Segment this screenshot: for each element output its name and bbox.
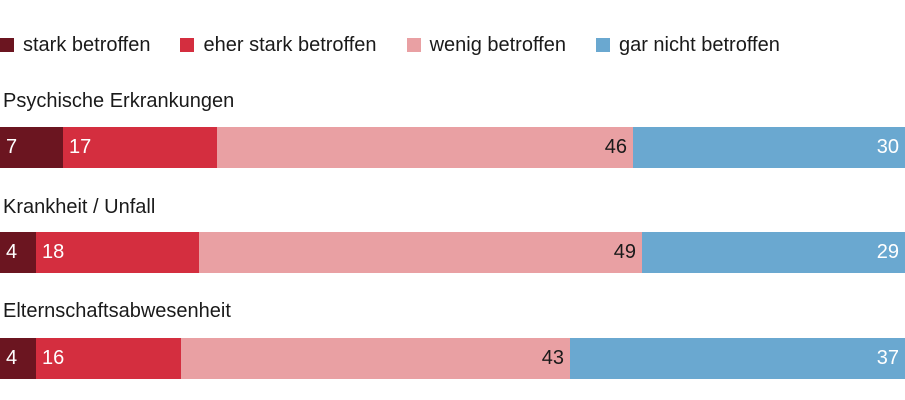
data-label: 43 <box>541 347 564 369</box>
bar-row: 4 18 49 29 <box>0 232 905 273</box>
bar-segment <box>36 232 199 273</box>
data-label: 17 <box>69 136 92 158</box>
legend-label: eher stark betroffen <box>203 34 377 56</box>
data-label: 18 <box>42 241 65 263</box>
data-label: 46 <box>604 136 627 158</box>
bar-segment <box>0 127 63 168</box>
legend-label: gar nicht betroffen <box>618 34 780 56</box>
legend-swatch <box>406 38 421 52</box>
bar-row: 7 17 46 30 <box>0 127 905 168</box>
category-label: Psychische Erkrankungen <box>3 90 235 112</box>
bar-segment <box>217 127 633 168</box>
category-label: Krankheit / Unfall <box>3 196 156 218</box>
legend: stark betroffen eher stark betroffen wenig… <box>0 33 810 57</box>
bar-segment <box>199 232 642 273</box>
bar-segment <box>181 338 570 379</box>
bar-segment <box>570 338 905 379</box>
legend-swatch <box>0 38 14 52</box>
legend-swatch <box>180 38 195 52</box>
legend-swatch <box>595 38 610 52</box>
bar-segment <box>36 338 181 379</box>
data-label: 49 <box>613 241 636 263</box>
legend-item: eher stark betroffen <box>180 33 377 57</box>
legend-label: wenig betroffen <box>429 34 566 56</box>
bar-segment <box>633 127 905 168</box>
data-label: 30 <box>876 136 899 158</box>
data-label: 37 <box>876 347 899 369</box>
bar-segment <box>642 232 905 273</box>
legend-label: stark betroffen <box>23 34 151 56</box>
legend-item: gar nicht betroffen <box>595 33 780 57</box>
data-label: 4 <box>6 347 18 369</box>
data-label: 16 <box>42 347 65 369</box>
bar-row: 4 16 43 37 <box>0 338 905 379</box>
bar-segment <box>0 232 36 273</box>
bar-segment <box>0 338 36 379</box>
legend-item: wenig betroffen <box>406 33 566 57</box>
bar-segment <box>63 127 217 168</box>
legend-item: stark betroffen <box>0 33 150 57</box>
data-label: 4 <box>6 241 18 263</box>
data-label: 7 <box>6 136 18 158</box>
data-label: 29 <box>876 241 899 263</box>
category-label: Elternschaftsabwesenheit <box>3 300 231 322</box>
